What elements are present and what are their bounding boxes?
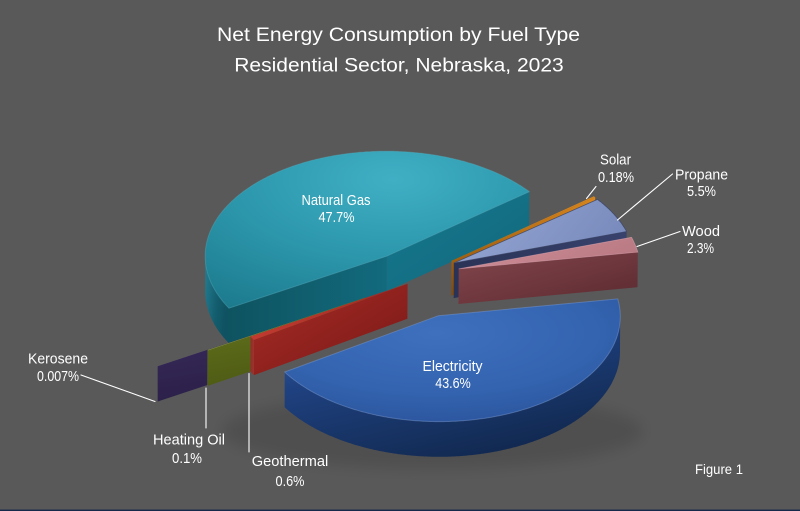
svg-text:43.6%: 43.6% bbox=[435, 375, 470, 392]
svg-text:Propane: Propane bbox=[675, 167, 728, 184]
svg-text:Residential Sector, Nebraska,: Residential Sector, Nebraska, 2023 bbox=[234, 55, 564, 77]
svg-text:0.007%: 0.007% bbox=[37, 368, 79, 385]
svg-text:2.3%: 2.3% bbox=[687, 240, 714, 257]
svg-text:Geothermal: Geothermal bbox=[252, 453, 329, 470]
svg-text:Figure 1: Figure 1 bbox=[695, 461, 743, 477]
svg-text:47.7%: 47.7% bbox=[319, 209, 355, 226]
svg-text:Solar: Solar bbox=[600, 152, 631, 169]
svg-text:0.18%: 0.18% bbox=[598, 169, 634, 186]
svg-text:Net Energy Consumption by Fuel: Net Energy Consumption by Fuel Type bbox=[217, 24, 580, 46]
svg-text:Wood: Wood bbox=[682, 223, 720, 240]
svg-text:Heating Oil: Heating Oil bbox=[153, 432, 225, 449]
svg-text:0.6%: 0.6% bbox=[276, 473, 305, 490]
svg-text:Natural Gas: Natural Gas bbox=[302, 192, 371, 209]
svg-text:Kerosene: Kerosene bbox=[28, 351, 88, 368]
svg-text:0.1%: 0.1% bbox=[172, 450, 202, 467]
svg-text:5.5%: 5.5% bbox=[687, 183, 716, 200]
svg-text:Electricity: Electricity bbox=[423, 358, 483, 375]
